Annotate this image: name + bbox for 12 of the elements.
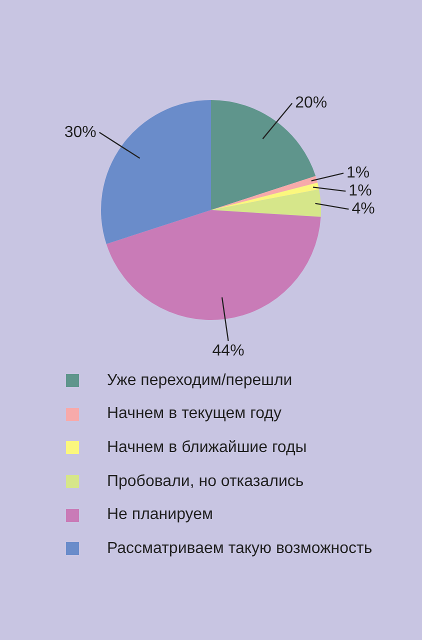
legend-label: Начнем в текущем году — [107, 405, 282, 424]
legend-label: Рассматриваем такую возможность — [107, 540, 372, 558]
data-label: 20% — [295, 94, 328, 112]
legend-label: Пробовали, но отказались — [107, 472, 304, 491]
data-label: 30% — [64, 124, 96, 141]
legend-label: Не планируем — [107, 506, 214, 524]
data-label: 1% — [346, 164, 370, 182]
data-label: 44% — [212, 342, 244, 360]
legend-label: Уже переходим/перешли — [107, 372, 292, 390]
legend-label: Начнем в ближайшие годы — [107, 438, 307, 457]
data-label: 4% — [352, 200, 375, 218]
data-label: 1% — [348, 182, 372, 200]
